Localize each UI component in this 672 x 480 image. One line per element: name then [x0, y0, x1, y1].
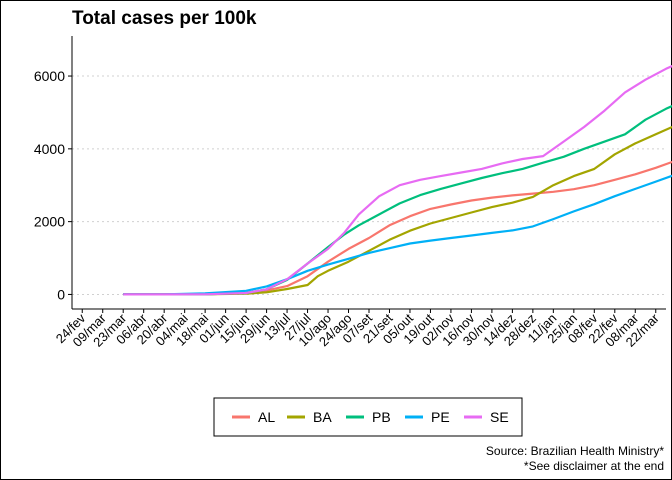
x-axis-ticks: 24/fev09/mar23/mar06/abr20/abr04/mai18/m…: [53, 309, 662, 350]
series-line-pe: [123, 174, 672, 296]
gridlines: [72, 75, 666, 295]
y-axis-ticks: 0 2000 4000 6000: [34, 68, 72, 302]
series-line-pb: [123, 104, 672, 296]
chart-title: Total cases per 100k: [72, 8, 257, 29]
legend-label: AL: [258, 409, 275, 425]
y-tick-label: 0: [57, 286, 65, 302]
series-line-ba: [123, 125, 672, 296]
legend-label: BA: [313, 409, 332, 425]
caption-source: Source: Brazilian Health Ministry*: [486, 444, 664, 458]
series-line-se: [123, 64, 672, 296]
legend: AL BA PB PE SE: [213, 397, 523, 437]
y-tick-label: 2000: [34, 214, 65, 230]
legend-label: SE: [490, 409, 509, 425]
y-tick-label: 4000: [34, 141, 65, 157]
caption-disclaimer: *See disclaimer at the end: [524, 459, 664, 473]
series-line-al: [123, 160, 672, 296]
series-lines: [123, 64, 672, 296]
legend-label: PE: [431, 409, 450, 425]
legend-label: PB: [372, 409, 391, 425]
y-tick-label: 6000: [34, 68, 65, 84]
